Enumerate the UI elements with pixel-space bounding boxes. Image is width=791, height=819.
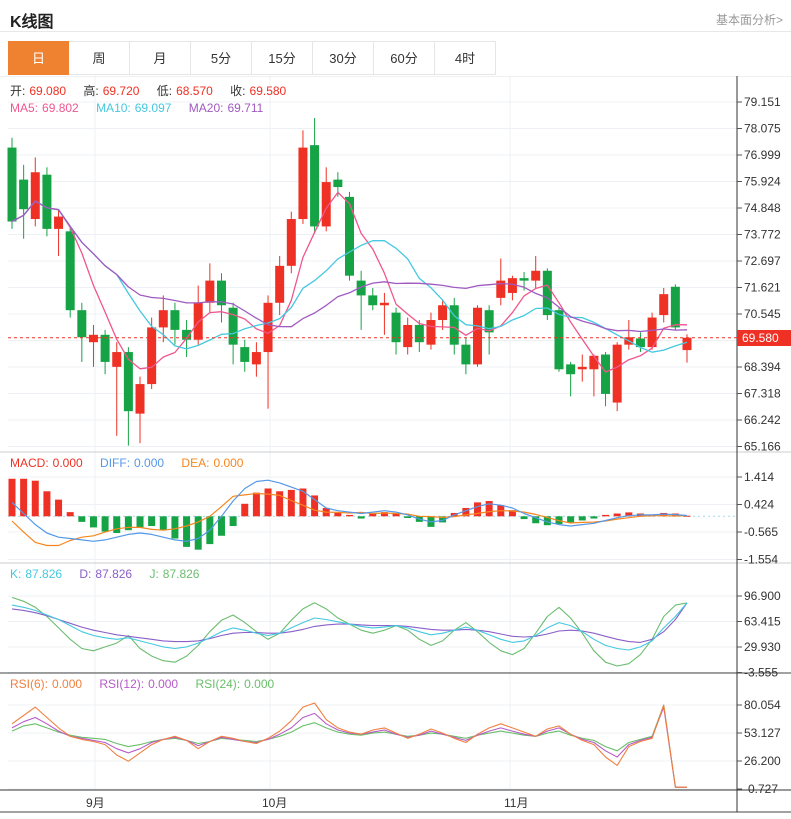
d-value: 87.826 xyxy=(95,567,133,581)
svg-text:26.200: 26.200 xyxy=(744,754,781,768)
svg-text:10月: 10月 xyxy=(262,796,287,810)
tab-day[interactable]: 日 xyxy=(8,41,69,75)
j-label: J: xyxy=(149,567,159,581)
svg-text:73.772: 73.772 xyxy=(744,228,781,242)
rsi24-label: RSI(24): xyxy=(195,677,241,691)
svg-text:75.924: 75.924 xyxy=(744,175,781,189)
diff-label: DIFF: xyxy=(100,456,131,470)
svg-text:0.424: 0.424 xyxy=(744,498,774,512)
tab-month[interactable]: 月 xyxy=(130,41,191,75)
macd-value: 0.000 xyxy=(52,456,83,470)
ma-legend: MA5: 69.802 MA10: 69.097 MA20: 69.711 xyxy=(10,101,267,115)
rsi-legend: RSI(6): 0.000 RSI(12): 0.000 RSI(24): 0.000 xyxy=(10,677,278,691)
k-value: 87.826 xyxy=(25,567,63,581)
low-value: 68.570 xyxy=(176,84,213,98)
ma20-value: 69.711 xyxy=(227,101,264,115)
svg-text:80.054: 80.054 xyxy=(744,698,781,712)
ma20-label: MA20: xyxy=(188,101,224,115)
svg-text:1.414: 1.414 xyxy=(744,470,774,484)
svg-text:96.900: 96.900 xyxy=(744,589,781,603)
rsi12-value: 0.000 xyxy=(148,677,179,691)
high-value: 69.720 xyxy=(102,84,140,98)
svg-text:63.415: 63.415 xyxy=(744,615,781,629)
tab-week[interactable]: 周 xyxy=(69,41,130,75)
svg-text:67.318: 67.318 xyxy=(744,387,781,401)
low-label: 低: xyxy=(156,84,173,98)
diff-value: 0.000 xyxy=(134,456,165,470)
svg-text:-0.727: -0.727 xyxy=(744,782,778,796)
tab-4h[interactable]: 4时 xyxy=(435,41,496,75)
ohlc-legend: 开: 69.080 高: 69.720 低: 68.570 收: 69.580 xyxy=(10,82,290,99)
open-value: 69.080 xyxy=(29,84,67,98)
kline-chart-area: 79.151 78.075 76.999 75.924 74.848 73.772 72.6… xyxy=(0,76,791,819)
svg-text:11月: 11月 xyxy=(504,796,528,810)
svg-text:74.848: 74.848 xyxy=(744,201,781,215)
macd-legend: MACD: 0.000 DIFF: 0.000 DEA: 0.000 xyxy=(10,456,247,470)
ma10-value: 69.097 xyxy=(134,101,172,115)
macd-label: MACD: xyxy=(10,456,49,470)
kdj-legend: K: 87.826 D: 87.826 J: 87.826 xyxy=(10,567,203,581)
j-value: 87.826 xyxy=(162,567,200,581)
ma5-value: 69.802 xyxy=(42,101,79,115)
svg-text:76.999: 76.999 xyxy=(744,148,781,162)
d-label: D: xyxy=(79,567,92,581)
svg-text:-1.554: -1.554 xyxy=(744,553,778,567)
ma5-label: MA5: xyxy=(10,101,39,115)
tab-30min[interactable]: 30分 xyxy=(313,41,374,75)
svg-text:65.166: 65.166 xyxy=(744,440,781,454)
close-label: 收: xyxy=(230,84,246,98)
tab-5min[interactable]: 5分 xyxy=(191,41,252,75)
rsi6-value: 0.000 xyxy=(52,677,83,691)
current-price-badge: 69.580 xyxy=(737,330,791,346)
rsi6-label: RSI(6): xyxy=(10,677,49,691)
fundamental-analysis-link[interactable]: 基本面分析> xyxy=(715,13,783,27)
svg-text:66.242: 66.242 xyxy=(744,413,781,427)
rsi24-value: 0.000 xyxy=(244,677,275,691)
tab-15min[interactable]: 15分 xyxy=(252,41,313,75)
k-label: K: xyxy=(10,567,22,581)
ma10-label: MA10: xyxy=(96,101,131,115)
rsi12-label: RSI(12): xyxy=(99,677,145,691)
kline-chart-canvas[interactable]: 79.151 78.075 76.999 75.924 74.848 73.772 72.6… xyxy=(0,76,791,819)
svg-text:53.127: 53.127 xyxy=(744,726,781,740)
high-label: 高: xyxy=(83,84,99,98)
svg-text:68.394: 68.394 xyxy=(744,360,781,374)
svg-text:71.621: 71.621 xyxy=(744,281,781,295)
page-title: K线图 xyxy=(10,14,54,31)
svg-text:29.930: 29.930 xyxy=(744,640,781,654)
close-value: 69.580 xyxy=(249,84,287,98)
open-label: 开: xyxy=(10,84,26,98)
dea-value: 0.000 xyxy=(213,456,244,470)
svg-text:72.697: 72.697 xyxy=(744,254,781,268)
svg-text:78.075: 78.075 xyxy=(744,122,781,136)
svg-text:-3.555: -3.555 xyxy=(744,666,778,680)
svg-text:-0.565: -0.565 xyxy=(744,525,778,539)
titlebar: K线图 基本面分析> xyxy=(0,0,791,32)
svg-text:70.545: 70.545 xyxy=(744,307,781,321)
svg-text:9月: 9月 xyxy=(86,796,105,810)
svg-text:79.151: 79.151 xyxy=(744,95,781,109)
dea-label: DEA: xyxy=(181,456,210,470)
period-tabs: 日周月 5分 15分 30分 60分 4时 xyxy=(0,32,791,76)
tab-60min[interactable]: 60分 xyxy=(374,41,435,75)
